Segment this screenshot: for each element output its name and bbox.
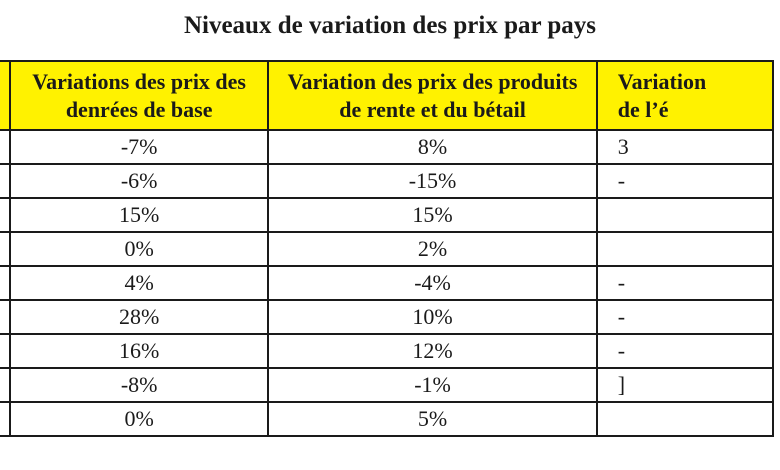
staple-food-price-cell: -8% bbox=[8, 367, 270, 403]
row-label-cell bbox=[0, 197, 11, 233]
staple-food-price-header: Variations des prix des denrées de base bbox=[8, 60, 270, 131]
partial-column-cell: ] bbox=[595, 367, 775, 403]
cash-crop-livestock-price-cell: 2% bbox=[267, 231, 598, 267]
price-variation-table-container: Variations des prix des denrées de base Va… bbox=[0, 60, 780, 470]
table-row: 0% 2% bbox=[0, 231, 775, 267]
table-row: 16% 12% - bbox=[0, 333, 775, 369]
staple-food-price-cell: 0% bbox=[8, 231, 270, 267]
staple-food-price-cell: 4% bbox=[8, 265, 270, 301]
cash-crop-livestock-price-cell: 12% bbox=[267, 333, 598, 369]
row-label-cell bbox=[0, 265, 11, 301]
staple-food-price-cell: 15% bbox=[8, 197, 270, 233]
staple-food-price-cell: 0% bbox=[8, 401, 270, 437]
cash-crop-livestock-price-header: Variation des prix des produits de rente … bbox=[267, 60, 598, 131]
partial-column-cell bbox=[595, 197, 775, 233]
price-variation-table: Variations des prix des denrées de base Va… bbox=[0, 60, 775, 437]
table-row: -6% -15% - bbox=[0, 163, 775, 199]
partial-column-cell: - bbox=[595, 265, 775, 301]
staple-food-price-cell: -7% bbox=[8, 129, 270, 165]
partial-column-cell: - bbox=[595, 333, 775, 369]
row-label-cell bbox=[0, 129, 11, 165]
row-label-cell bbox=[0, 401, 11, 437]
table-row: -7% 8% 3 bbox=[0, 129, 775, 165]
cash-crop-livestock-price-cell: 5% bbox=[267, 401, 598, 437]
cash-crop-livestock-price-cell: -4% bbox=[267, 265, 598, 301]
cash-crop-livestock-price-cell: -15% bbox=[267, 163, 598, 199]
row-label-cell bbox=[0, 367, 11, 403]
table-row: 0% 5% bbox=[0, 401, 775, 437]
partial-column-cell bbox=[595, 401, 775, 437]
partial-column-cell: 3 bbox=[595, 129, 775, 165]
staple-food-price-cell: 28% bbox=[8, 299, 270, 335]
table-header-row: Variations des prix des denrées de base Va… bbox=[0, 60, 775, 131]
row-label-cell bbox=[0, 333, 11, 369]
cash-crop-livestock-price-cell: 8% bbox=[267, 129, 598, 165]
partial-column-cell bbox=[595, 231, 775, 267]
cash-crop-livestock-price-cell: 10% bbox=[267, 299, 598, 335]
staple-food-price-cell: 16% bbox=[8, 333, 270, 369]
cash-crop-livestock-price-cell: -1% bbox=[267, 367, 598, 403]
table-body: -7% 8% 3 -6% -15% -15% 15% 0% 2% 4% -4% -28% 10% -16%… bbox=[0, 129, 775, 437]
table-row: -8% -1%] bbox=[0, 367, 775, 403]
row-label-cell bbox=[0, 231, 11, 267]
table-row: 4% -4% - bbox=[0, 265, 775, 301]
page-title: Niveaux de variation des prix par pays bbox=[183, 12, 597, 39]
cash-crop-livestock-price-cell: 15% bbox=[267, 197, 598, 233]
row-label-header bbox=[0, 60, 11, 131]
partial-column-header: Variation de l’é bbox=[595, 60, 775, 131]
row-label-cell bbox=[0, 163, 11, 199]
table-row: 28% 10% - bbox=[0, 299, 775, 335]
staple-food-price-cell: -6% bbox=[8, 163, 270, 199]
row-label-cell bbox=[0, 299, 11, 335]
partial-column-cell: - bbox=[595, 299, 775, 335]
table-row: 15% 15% bbox=[0, 197, 775, 233]
partial-column-cell: - bbox=[595, 163, 775, 199]
